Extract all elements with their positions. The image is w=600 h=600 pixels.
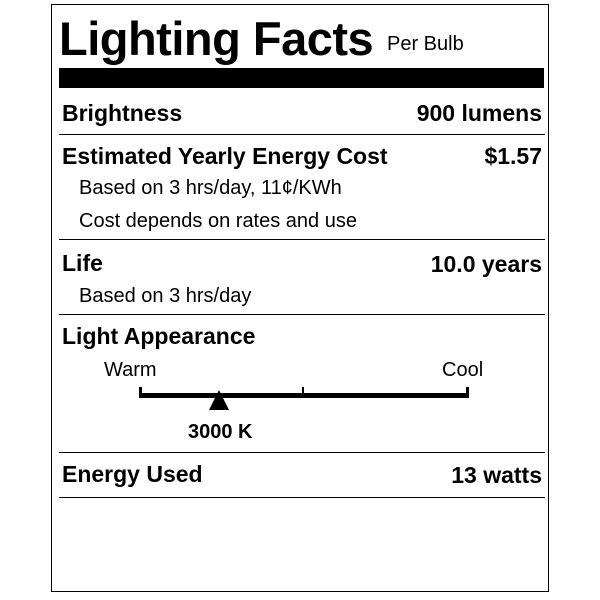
- life-value: 10.0 years: [430, 251, 542, 277]
- label-subtitle: Per Bulb: [387, 33, 464, 55]
- label-frame: [51, 4, 549, 592]
- light-appearance-label: Light Appearance: [62, 323, 256, 349]
- energy-cost-label: Estimated Yearly Energy Cost: [62, 143, 388, 169]
- cool-label: Cool: [442, 359, 484, 381]
- scale-tick: [139, 387, 142, 398]
- scale-tick: [302, 387, 304, 398]
- label-title: Lighting Facts: [59, 12, 374, 65]
- energy-used-label: Energy Used: [62, 461, 203, 487]
- color-temperature-scale: [139, 393, 469, 398]
- brightness-value: 900 lumens: [416, 100, 542, 126]
- warm-label: Warm: [104, 359, 157, 381]
- color-temperature-value: 3000 K: [188, 421, 253, 443]
- title-bar: [59, 68, 544, 88]
- divider: [59, 134, 545, 135]
- energy-cost-value: $1.57: [484, 143, 542, 169]
- color-temperature-marker-icon: [208, 390, 229, 410]
- life-label: Life: [62, 250, 103, 276]
- energy-cost-note: Cost depends on rates and use: [79, 210, 357, 232]
- scale-tick: [466, 387, 469, 398]
- life-note: Based on 3 hrs/day: [79, 285, 252, 307]
- energy-cost-note: Based on 3 hrs/day, 11¢/KWh: [79, 177, 342, 199]
- brightness-label: Brightness: [62, 100, 183, 126]
- divider: [59, 314, 545, 315]
- energy-used-value: 13 watts: [451, 462, 542, 488]
- divider: [59, 239, 545, 240]
- divider: [59, 452, 545, 453]
- divider: [59, 497, 545, 498]
